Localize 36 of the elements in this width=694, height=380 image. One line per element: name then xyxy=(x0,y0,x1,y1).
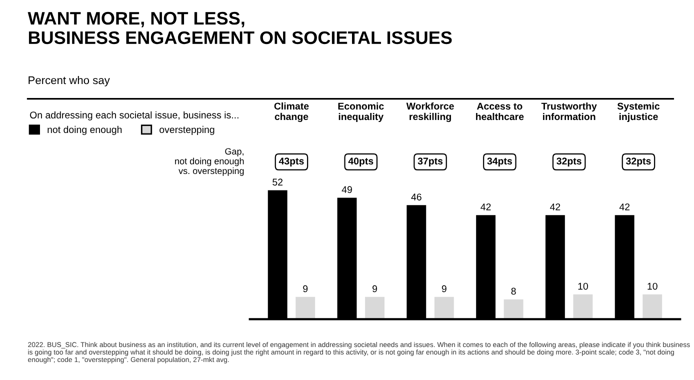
bar xyxy=(573,294,593,320)
bar xyxy=(365,296,384,320)
bar xyxy=(296,296,316,320)
data-label: 52 xyxy=(272,178,283,186)
chart-title: WANT MORE, NOT LESS, BUSINESS ENGAGEMENT ON SOCIETAL ISSUES xyxy=(28,12,452,44)
data-label: 9 xyxy=(442,285,446,292)
data-label: 42 xyxy=(550,203,560,210)
x-tick-label: Workforce reskilling xyxy=(406,102,454,122)
text: 40pts xyxy=(348,158,374,166)
data-label: 9 xyxy=(372,285,378,292)
bar xyxy=(504,299,524,320)
text: 32pts xyxy=(626,158,651,166)
data-label: 42 xyxy=(480,203,491,210)
text: 43pts xyxy=(278,158,304,166)
data-label: 49 xyxy=(342,186,352,194)
text: Gap, not doing enough vs. overstepping xyxy=(175,148,244,176)
data-label: 42 xyxy=(619,203,630,210)
x-tick-label: Access to healthcare xyxy=(476,102,524,120)
data-label: 10 xyxy=(578,282,588,290)
text: Percent who say xyxy=(28,76,110,86)
legend-label: not doing enough xyxy=(48,126,122,135)
legend-title: On addressing each societal issue, business is... xyxy=(30,111,238,120)
bar xyxy=(434,296,454,320)
legend-label: overstepping xyxy=(160,126,214,135)
data-label: 9 xyxy=(303,285,308,292)
data-label: 10 xyxy=(648,282,658,290)
x-tick-label: Economic inequality xyxy=(338,102,384,122)
bar xyxy=(642,294,662,320)
data-label: 46 xyxy=(411,194,422,200)
text: 34pts xyxy=(487,158,512,166)
x-tick-label: Climate change xyxy=(274,102,309,122)
text: 37pts xyxy=(418,158,443,166)
text: 32pts xyxy=(556,158,582,166)
data-label: 8 xyxy=(511,288,516,295)
x-tick-label: Trustworthy information xyxy=(541,102,597,120)
x-tick-label: Systemic injustice xyxy=(617,102,660,122)
